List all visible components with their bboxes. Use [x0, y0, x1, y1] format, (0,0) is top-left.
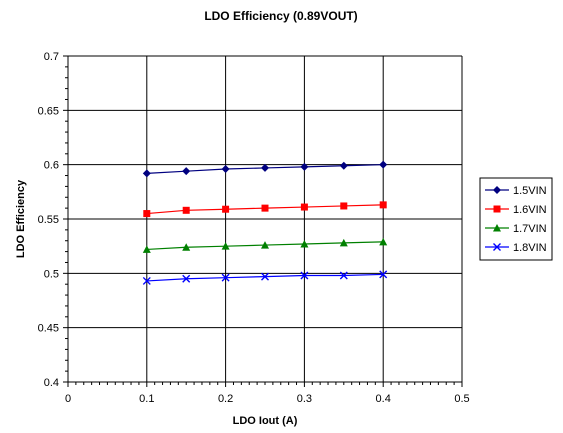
data-point-diamond — [182, 167, 191, 176]
legend-box — [479, 177, 553, 261]
y-tick-label: 0.5 — [44, 268, 59, 280]
data-point-triangle — [300, 239, 309, 248]
y-tick-label: 0.65 — [38, 105, 59, 117]
legend-item: 1.8VIN — [485, 242, 547, 254]
chart-title: LDO Efficiency (0.89VOUT) — [204, 9, 357, 23]
data-point-square — [261, 204, 269, 212]
data-point-triangle — [182, 243, 191, 251]
series-line — [146, 273, 384, 282]
legend-label: 1.5VIN — [513, 185, 547, 197]
data-point-x — [379, 270, 388, 279]
x-axis-title: LDO Iout (A) — [233, 415, 298, 427]
data-point-triangle — [379, 237, 388, 246]
data-point-diamond — [261, 163, 269, 172]
data-point-diamond — [142, 169, 151, 178]
series-1.7VIN — [142, 237, 388, 253]
series-layer — [142, 160, 388, 285]
y-tick-label: 0.7 — [44, 51, 59, 63]
data-point-diamond — [300, 162, 309, 171]
legend-label: 1.8VIN — [513, 242, 547, 254]
y-tick-label: 0.6 — [44, 160, 59, 172]
data-point-triangle — [261, 241, 269, 249]
data-point-x — [182, 274, 191, 283]
data-point-triangle — [142, 245, 151, 253]
data-point-square — [182, 206, 190, 214]
data-point-square — [143, 210, 151, 218]
data-point-triangle — [339, 238, 348, 247]
data-point-x — [142, 276, 151, 285]
y-axis-title: LDO Efficiency — [15, 179, 27, 258]
legend-item: 1.6VIN — [485, 204, 547, 216]
y-tick-label: 0.55 — [38, 214, 59, 226]
series-1.8VIN — [142, 270, 388, 285]
data-point-square — [340, 202, 348, 210]
data-point-square — [222, 205, 230, 213]
data-point-x — [261, 272, 269, 281]
data-point-square — [379, 201, 387, 209]
data-point-triangle — [221, 242, 230, 250]
legend: 1.5VIN 1.6VIN 1.7VIN 1.8VIN — [485, 185, 547, 254]
x-tick-label: 0.2 — [218, 393, 233, 405]
axes — [63, 55, 463, 387]
x-tick-label: 0.1 — [139, 393, 154, 405]
gridlines — [68, 55, 463, 382]
data-point-x — [339, 271, 348, 280]
data-point-square — [300, 203, 308, 211]
series-1.5VIN — [142, 160, 388, 178]
data-point-diamond — [221, 165, 230, 174]
series-1.6VIN — [143, 201, 387, 218]
y-tick-labels: 0.4 0.45 0.5 0.55 0.6 0.65 0.7 — [38, 51, 59, 389]
x-tick-label: 0 — [65, 393, 71, 405]
data-point-x — [221, 273, 230, 282]
y-tick-label: 0.4 — [44, 377, 59, 389]
data-point-x — [493, 243, 501, 251]
legend-item: 1.5VIN — [485, 185, 547, 197]
legend-label: 1.6VIN — [513, 204, 547, 216]
data-point-diamond — [493, 186, 501, 194]
data-point-diamond — [339, 161, 348, 170]
x-tick-label: 0.4 — [376, 393, 391, 405]
data-point-square — [493, 205, 501, 213]
y-tick-label: 0.45 — [38, 323, 59, 335]
data-point-x — [300, 271, 309, 280]
legend-item: 1.7VIN — [485, 223, 547, 235]
data-point-diamond — [379, 160, 388, 169]
legend-label: 1.7VIN — [513, 223, 547, 235]
x-tick-label: 0.5 — [454, 393, 469, 405]
x-tick-label: 0.3 — [297, 393, 312, 405]
data-point-triangle — [493, 224, 501, 232]
x-tick-labels: 0 0.1 0.2 0.3 0.4 0.5 — [65, 393, 470, 405]
